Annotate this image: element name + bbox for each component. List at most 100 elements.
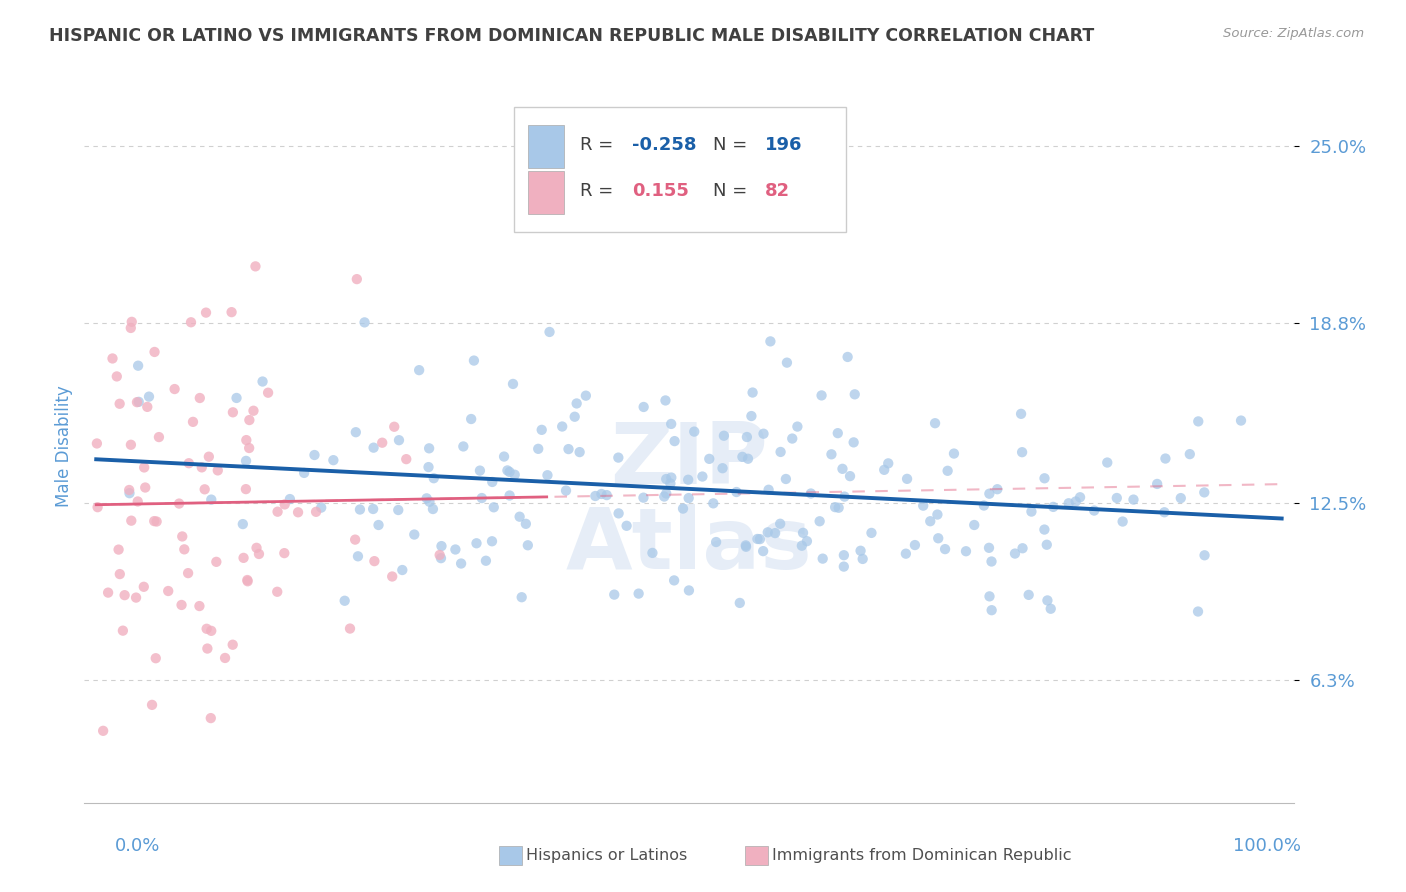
Text: -0.258: -0.258 — [633, 136, 696, 153]
Point — [655, 486, 678, 500]
Point — [1146, 477, 1168, 491]
Point — [530, 423, 553, 437]
Point — [101, 351, 124, 366]
Point — [607, 450, 630, 465]
Point — [387, 503, 409, 517]
Point — [138, 390, 160, 404]
Point — [132, 580, 155, 594]
Point — [494, 450, 516, 464]
Text: Source: ZipAtlas.com: Source: ZipAtlas.com — [1223, 27, 1364, 40]
Point — [1036, 538, 1059, 552]
Point — [780, 432, 803, 446]
Point — [659, 470, 682, 484]
Point — [468, 464, 491, 478]
Point — [852, 552, 875, 566]
Point — [221, 305, 243, 319]
Point — [1178, 447, 1201, 461]
Bar — [529, 171, 564, 214]
Text: 82: 82 — [765, 182, 790, 200]
Point — [173, 542, 195, 557]
Point — [278, 491, 301, 506]
Point — [353, 315, 375, 329]
Point — [195, 622, 218, 636]
Point — [955, 544, 977, 558]
Point — [460, 412, 482, 426]
Point — [309, 500, 332, 515]
FancyBboxPatch shape — [513, 107, 846, 232]
Point — [737, 451, 759, 466]
Point — [973, 499, 995, 513]
Point — [1111, 515, 1133, 529]
Point — [810, 388, 832, 402]
Text: 100.0%: 100.0% — [1233, 837, 1301, 855]
Point — [1033, 523, 1056, 537]
Point — [125, 395, 148, 409]
Point — [238, 441, 260, 455]
Point — [177, 566, 200, 581]
Point — [728, 596, 751, 610]
Point — [391, 563, 413, 577]
Point — [808, 514, 831, 528]
Point — [769, 445, 792, 459]
Point — [979, 486, 1001, 500]
Point — [141, 698, 163, 712]
Point — [516, 538, 538, 552]
Point — [775, 472, 797, 486]
Point — [180, 315, 202, 329]
Point — [273, 497, 295, 511]
Point — [145, 515, 167, 529]
Point — [769, 516, 792, 531]
Point — [515, 516, 537, 531]
Point — [654, 393, 676, 408]
Point — [195, 641, 218, 656]
Point — [388, 433, 411, 447]
Point — [927, 508, 949, 522]
Point — [181, 415, 204, 429]
Point — [97, 585, 120, 599]
Point — [194, 483, 217, 497]
Point — [896, 472, 918, 486]
Point — [188, 599, 211, 613]
Bar — [529, 125, 564, 168]
Point — [292, 466, 315, 480]
Point — [107, 542, 129, 557]
Text: 0.155: 0.155 — [633, 182, 689, 200]
Point — [1194, 549, 1216, 563]
Point — [796, 534, 818, 549]
Point — [752, 426, 775, 441]
Point — [363, 441, 385, 455]
Point — [503, 467, 526, 482]
Point — [827, 426, 849, 441]
Point — [1154, 451, 1177, 466]
Text: Immigrants from Dominican Republic: Immigrants from Dominican Republic — [772, 848, 1071, 863]
Point — [583, 489, 606, 503]
Point — [627, 586, 650, 600]
Point — [191, 460, 214, 475]
Point — [920, 514, 942, 528]
Point — [607, 507, 630, 521]
Point — [832, 559, 855, 574]
Point — [418, 495, 440, 509]
Point — [659, 476, 682, 491]
Point — [912, 499, 935, 513]
Point — [752, 544, 775, 558]
Point — [148, 430, 170, 444]
Text: R =: R = — [581, 136, 619, 153]
Point — [430, 539, 453, 553]
Point — [633, 400, 655, 414]
Point — [873, 463, 896, 477]
Point — [134, 481, 156, 495]
Point — [418, 460, 440, 475]
Point — [125, 591, 148, 605]
Point — [502, 376, 524, 391]
Point — [463, 353, 485, 368]
Point — [163, 382, 186, 396]
Point — [481, 475, 503, 489]
Point — [759, 334, 782, 349]
Point — [758, 483, 780, 497]
Point — [120, 321, 142, 335]
Point — [820, 447, 842, 461]
Point — [134, 460, 156, 475]
Point — [177, 456, 200, 470]
Point — [371, 435, 394, 450]
